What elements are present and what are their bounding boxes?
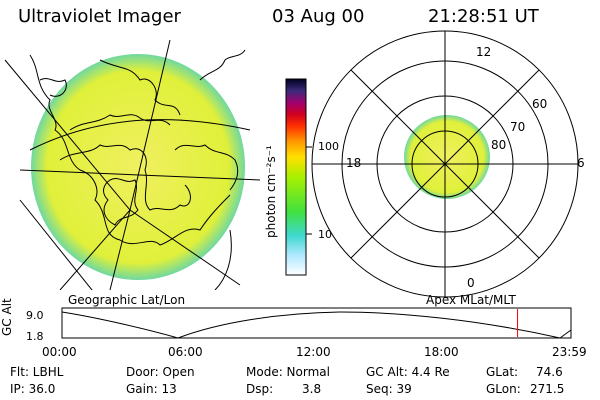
geographic-label: Geographic Lat/Lon (68, 293, 186, 307)
geographic-map (4, 40, 261, 290)
info-dsp-value: 3.8 (302, 382, 322, 396)
mlat-label-70: 70 (510, 120, 526, 134)
image-date: 03 Aug 00 (272, 6, 365, 27)
timeline-xtick-1800: 18:00 (424, 345, 459, 359)
info-glon-label: GLon: (486, 382, 521, 396)
colorbar-tick-100: 100 (318, 140, 339, 153)
aurora-image (31, 54, 245, 280)
timeline-xtick-1200: 12:00 (296, 345, 331, 359)
info-mode: Mode: Normal (246, 365, 330, 379)
mlt-label-6: 6 (577, 156, 585, 170)
info-seq: Seq: 39 (366, 382, 412, 396)
timeline-xtick-0600: 06:00 (168, 345, 203, 359)
timeline-xtick-0000: 00:00 (42, 345, 77, 359)
info-gain: Gain: 13 (126, 382, 177, 396)
info-door: Door: Open (126, 365, 195, 379)
info-gc-alt: GC Alt: 4.4 Re (366, 365, 450, 379)
timeline-xtick-2359: 23:59 (552, 345, 587, 359)
colorbar (285, 78, 307, 276)
polar-plot (311, 30, 579, 298)
mlt-label-12: 12 (476, 45, 492, 59)
info-glat-value: 74.6 (536, 365, 563, 379)
info-dsp-label: Dsp: (246, 382, 274, 396)
apex-label: Apex MLat/MLT (426, 293, 516, 307)
info-ip: IP: 36.0 (10, 382, 56, 396)
mlt-label-18: 18 (346, 156, 362, 170)
colorbar-unit-label: photon cm⁻²s⁻¹ (264, 145, 278, 238)
latlon-grid (4, 40, 261, 290)
mlat-label-60: 60 (532, 97, 548, 111)
timeline-ytick-min: 1.8 (26, 330, 44, 343)
image-time: 21:28:51 UT (428, 6, 539, 27)
timeline-ytick-max: 9.0 (26, 309, 44, 322)
timeline-plot (61, 307, 572, 339)
colorbar-tick-10: 10 (318, 228, 332, 241)
info-glat-label: GLat: (486, 365, 519, 379)
polar-aurora (404, 115, 490, 199)
info-glon-value: 271.5 (530, 382, 565, 396)
info-filter: Flt: LBHL (10, 365, 64, 379)
mlat-label-80: 80 (491, 138, 507, 152)
coastlines (29, 49, 246, 246)
instrument-title: Ultraviolet Imager (18, 6, 181, 27)
mlt-label-0: 0 (467, 276, 475, 290)
timeline-axis-title: GC Alt (0, 298, 14, 336)
